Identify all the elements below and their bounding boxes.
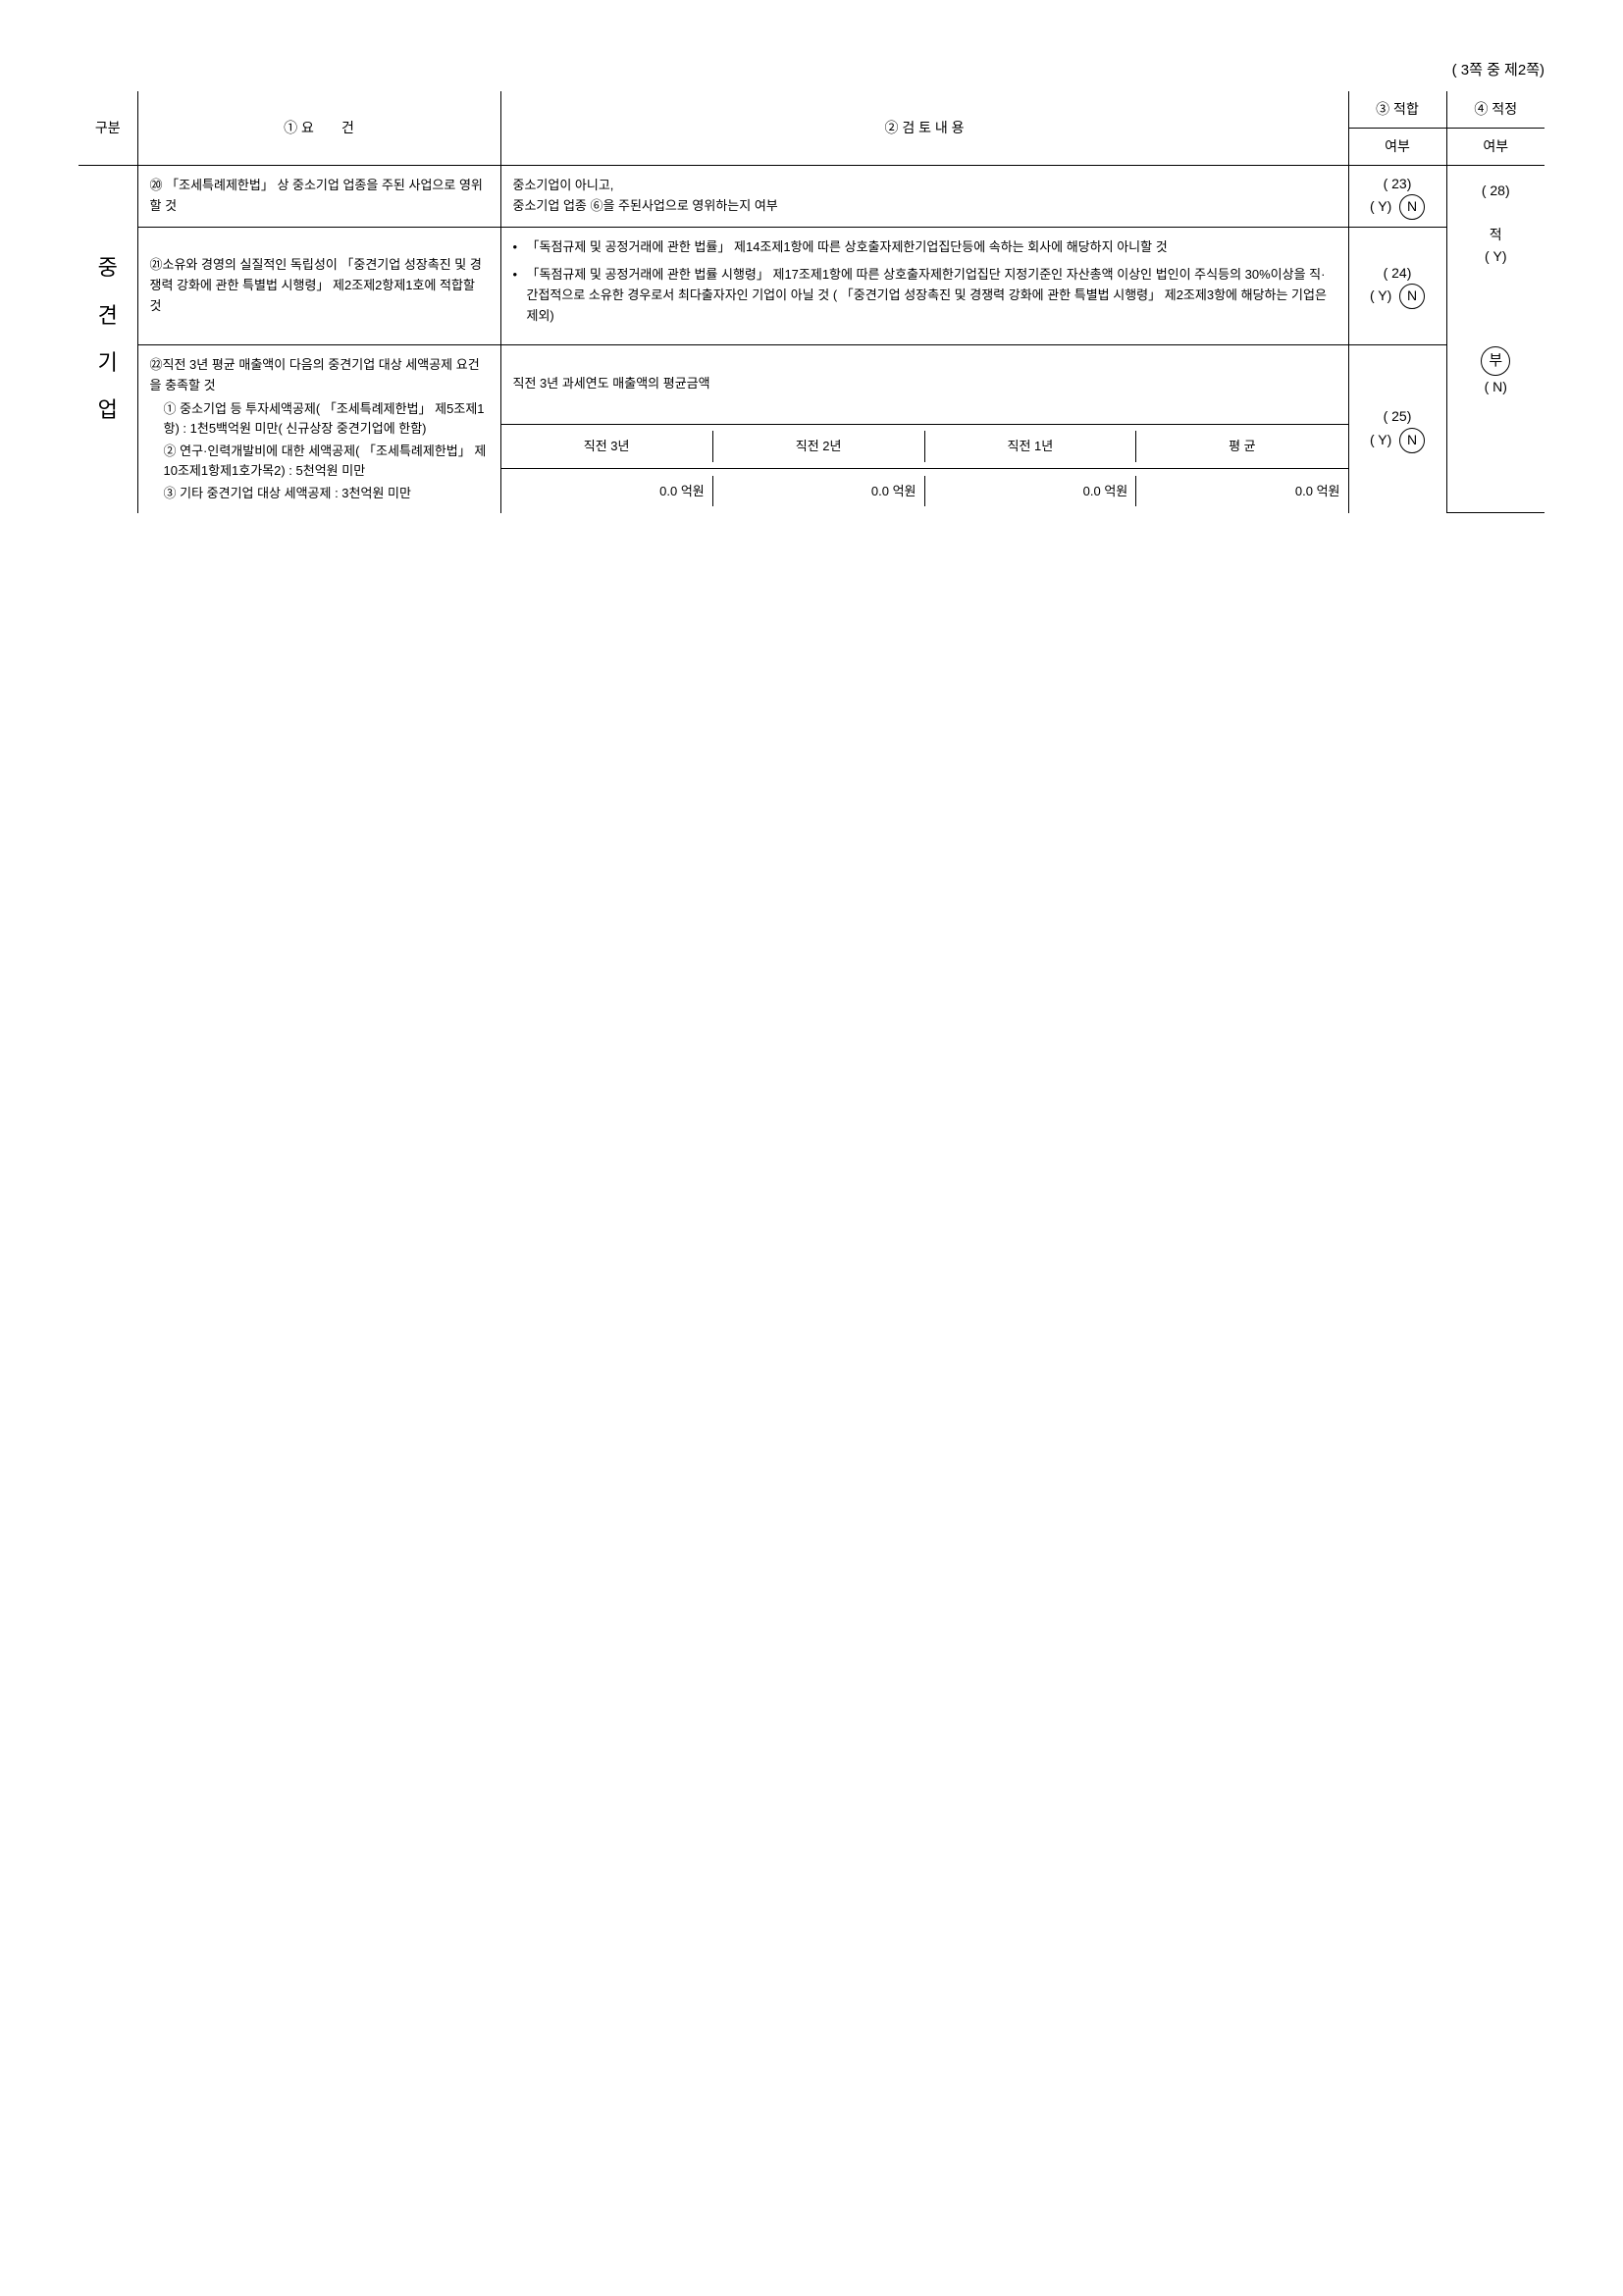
row2-bullet-1: 「독점규제 및 공정거래에 관한 법률」 제14조제1항에 따른 상호출자제한기…	[513, 237, 1336, 258]
vlabel-1: 중	[98, 255, 118, 280]
header-fit-sub: 여부	[1348, 129, 1446, 166]
header-fit: ③ 적합	[1348, 91, 1446, 129]
sub-table-header: 직전 3년 직전 2년 직전 1년 평 균	[501, 431, 1348, 462]
data-row-2: ㉑소유와 경영의 실질적인 독립성이 「중견기업 성장촉진 및 경쟁력 강화에 …	[79, 227, 1544, 344]
overall-n: ( N)	[1485, 379, 1507, 394]
overall-jeok: 적	[1490, 227, 1502, 242]
row1-review-l2: 중소기업 업종 ⑥을 주된사업으로 영위하는지 여부	[513, 198, 778, 213]
sub-h-y2: 직전 2년	[712, 431, 924, 462]
header-proper-sub: 여부	[1446, 129, 1544, 166]
row1-fit-n: N	[1399, 194, 1425, 220]
row1-fit-y: ( Y)	[1370, 198, 1391, 214]
data-row-1: 중 견 기 업 ⑳ 「조세특례제한법」 상 중소기업 업종을 주된 사업으로 영…	[79, 166, 1544, 228]
sub-v-y2: 0.0 억원	[712, 476, 924, 507]
row1-req: ⑳ 「조세특례제한법」 상 중소기업 업종을 주된 사업으로 영위할 것	[137, 166, 500, 228]
row1-review-l1: 중소기업이 아니고,	[513, 178, 614, 192]
row1-fit-num: ( 23)	[1384, 176, 1412, 191]
row2-review: 「독점규제 및 공정거래에 관한 법률」 제14조제1항에 따른 상호출자제한기…	[500, 227, 1348, 344]
row1-fit: ( 23) ( Y) N	[1348, 166, 1446, 228]
page-number: ( 3쪽 중 제2쪽)	[79, 59, 1544, 79]
row2-fit-n: N	[1399, 284, 1425, 309]
row3-req-sub3: ③ 기타 중견기업 대상 세액공제 : 3천억원 미만	[150, 484, 489, 503]
row3-review-title: 직전 3년 과세연도 매출액의 평균금액	[500, 344, 1348, 424]
header-req: ① 요 건	[137, 91, 500, 166]
header-proper: ④ 적정	[1446, 91, 1544, 129]
sub-v-y3: 0.0 억원	[501, 476, 713, 507]
row3-fit: ( 25) ( Y) N	[1348, 344, 1446, 513]
row2-fit: ( 24) ( Y) N	[1348, 227, 1446, 344]
row2-fit-y: ( Y)	[1370, 287, 1391, 303]
row3-req-sub1: ① 중소기업 등 투자세액공제( 「조세특례제한법」 제5조제1항) : 1천5…	[150, 399, 489, 438]
sub-h-y1: 직전 1년	[924, 431, 1136, 462]
sub-table-values: 0.0 억원 0.0 억원 0.0 억원 0.0 억원	[501, 476, 1348, 507]
row3-fit-num: ( 25)	[1384, 408, 1412, 424]
row3-subheader-cell: 직전 3년 직전 2년 직전 1년 평 균	[500, 424, 1348, 469]
row3-subvalues-cell: 0.0 억원 0.0 억원 0.0 억원 0.0 억원	[500, 469, 1348, 513]
data-row-3a: ㉒직전 3년 평균 매출액이 다음의 중견기업 대상 세액공제 요건을 충족할 …	[79, 344, 1544, 424]
row3-fit-n: N	[1399, 428, 1425, 453]
overall-y: ( Y)	[1485, 248, 1507, 264]
row3-req: ㉒직전 3년 평균 매출액이 다음의 중견기업 대상 세액공제 요건을 충족할 …	[137, 344, 500, 513]
overall-bu: 부	[1481, 346, 1510, 376]
row2-req: ㉑소유와 경영의 실질적인 독립성이 「중견기업 성장촉진 및 경쟁력 강화에 …	[137, 227, 500, 344]
sub-v-y1: 0.0 억원	[924, 476, 1136, 507]
row2-bullet-2: 「독점규제 및 공정거래에 관한 법률 시행령」 제17조제1항에 따른 상호출…	[513, 265, 1336, 326]
row3-req-title: ㉒직전 3년 평균 매출액이 다음의 중견기업 대상 세액공제 요건을 충족할 …	[150, 355, 489, 396]
overall-proper: ( 28) 적 ( Y) 부 ( N)	[1446, 166, 1544, 513]
sub-v-avg: 0.0 억원	[1136, 476, 1348, 507]
vertical-label-cell: 중 견 기 업	[79, 166, 137, 513]
header-review: ② 검 토 내 용	[500, 91, 1348, 166]
vlabel-3: 기	[98, 350, 118, 375]
header-gubun: 구분	[79, 91, 137, 166]
header-row-1: 구분 ① 요 건 ② 검 토 내 용 ③ 적합 ④ 적정	[79, 91, 1544, 129]
row2-fit-num: ( 24)	[1384, 265, 1412, 281]
row1-review: 중소기업이 아니고, 중소기업 업종 ⑥을 주된사업으로 영위하는지 여부	[500, 166, 1348, 228]
sub-h-y3: 직전 3년	[501, 431, 713, 462]
vlabel-4: 업	[98, 397, 118, 422]
row3-req-sub2: ② 연구·인력개발비에 대한 세액공제( 「조세특례제한법」 제10조제1항제1…	[150, 442, 489, 480]
vlabel-2: 견	[98, 303, 118, 328]
main-table: 구분 ① 요 건 ② 검 토 내 용 ③ 적합 ④ 적정 여부 여부 중 견 기…	[79, 91, 1544, 513]
row3-fit-y: ( Y)	[1370, 432, 1391, 447]
overall-num: ( 28)	[1482, 183, 1510, 198]
sub-h-avg: 평 균	[1136, 431, 1348, 462]
